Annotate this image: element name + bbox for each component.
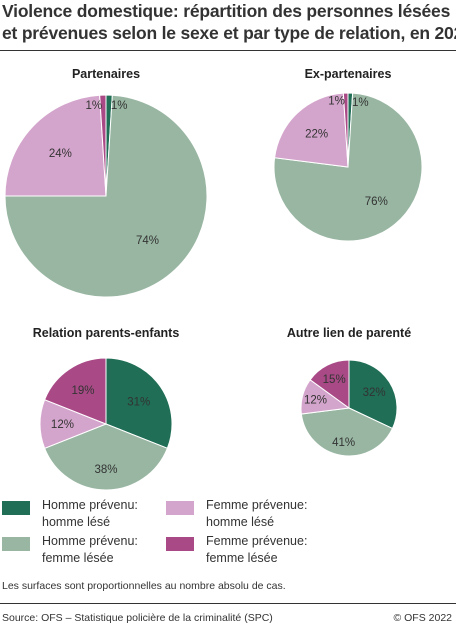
pie-slice	[300, 407, 394, 457]
pie-slice	[309, 359, 350, 409]
footnote: Les surfaces sont proportionnelles au no…	[2, 580, 286, 592]
pie-slice	[342, 92, 349, 168]
pie-slice-label: 22%	[305, 129, 328, 141]
pie-slice-label: 1%	[111, 100, 128, 112]
pie-slice-label: 12%	[51, 419, 74, 431]
pie-slice-label: 74%	[136, 235, 159, 247]
chart-title: Violence domestique: répartition des per…	[2, 0, 456, 44]
legend-swatch	[166, 537, 194, 551]
pie-chart-title: Ex-partenaires	[305, 67, 392, 81]
pie-slice-label: 15%	[323, 374, 346, 386]
legend-swatch	[2, 501, 30, 515]
pie-slice-label: 12%	[304, 394, 327, 406]
pie-slice	[99, 94, 107, 197]
pie-chart: Ex-partenaires 1% 76% 22% 1%	[273, 67, 423, 242]
pie-chart: Relation parents-enfants 31% 38% 12% 19%	[33, 326, 180, 490]
pie-slice-label: 32%	[363, 387, 386, 399]
pie-slice-label: 1%	[86, 100, 103, 112]
legend-label: Femme prévenue: homme lésé	[206, 498, 308, 529]
title-rule	[0, 50, 456, 51]
pie-slice	[43, 423, 169, 490]
pie-chart-title: Partenaires	[72, 67, 140, 81]
pie-slice-label: 76%	[365, 196, 388, 208]
pie-slice-label: 41%	[332, 437, 355, 449]
footer-rule	[0, 603, 456, 604]
legend-label: Homme prévenu: homme lésé	[42, 498, 138, 529]
pie-charts: Partenaires 1% 74% 24% 1% Ex-partenaires 1% 76%…	[4, 67, 423, 490]
source-text: Source: OFS – Statistique policière de l…	[2, 612, 273, 624]
pie-chart: Partenaires 1% 74% 24% 1%	[4, 67, 208, 298]
pie-chart-title: Relation parents-enfants	[33, 326, 180, 340]
pie-chart: Autre lien de parenté 32% 41% 12% 15%	[287, 326, 411, 457]
pie-slice-label: 24%	[49, 148, 72, 160]
chart-title-line-1: Violence domestique: répartition des per…	[2, 1, 451, 21]
legend-label: Femme prévenue: femme lésée	[206, 534, 308, 565]
legend-label: Homme prévenu: femme lésée	[42, 534, 138, 565]
pie-slice-label: 1%	[352, 97, 369, 109]
pie-slice-label: 31%	[127, 397, 150, 409]
pie-slice-label: 19%	[71, 385, 94, 397]
chart-title-line-2: et prévenues selon le sexe et par type d…	[2, 23, 456, 43]
pie-slice	[348, 359, 398, 430]
pie-slice	[4, 94, 107, 197]
pie-slice	[105, 357, 173, 449]
pie-slice	[274, 92, 349, 168]
pie-slice	[43, 357, 107, 425]
pie-chart-title: Autre lien de parenté	[287, 326, 411, 340]
pie-slice-label: 1%	[328, 95, 345, 107]
copyright-text: © OFS 2022	[393, 612, 452, 624]
pie-slice-label: 38%	[94, 464, 117, 476]
legend-swatch	[166, 501, 194, 515]
legend-swatch	[2, 537, 30, 551]
